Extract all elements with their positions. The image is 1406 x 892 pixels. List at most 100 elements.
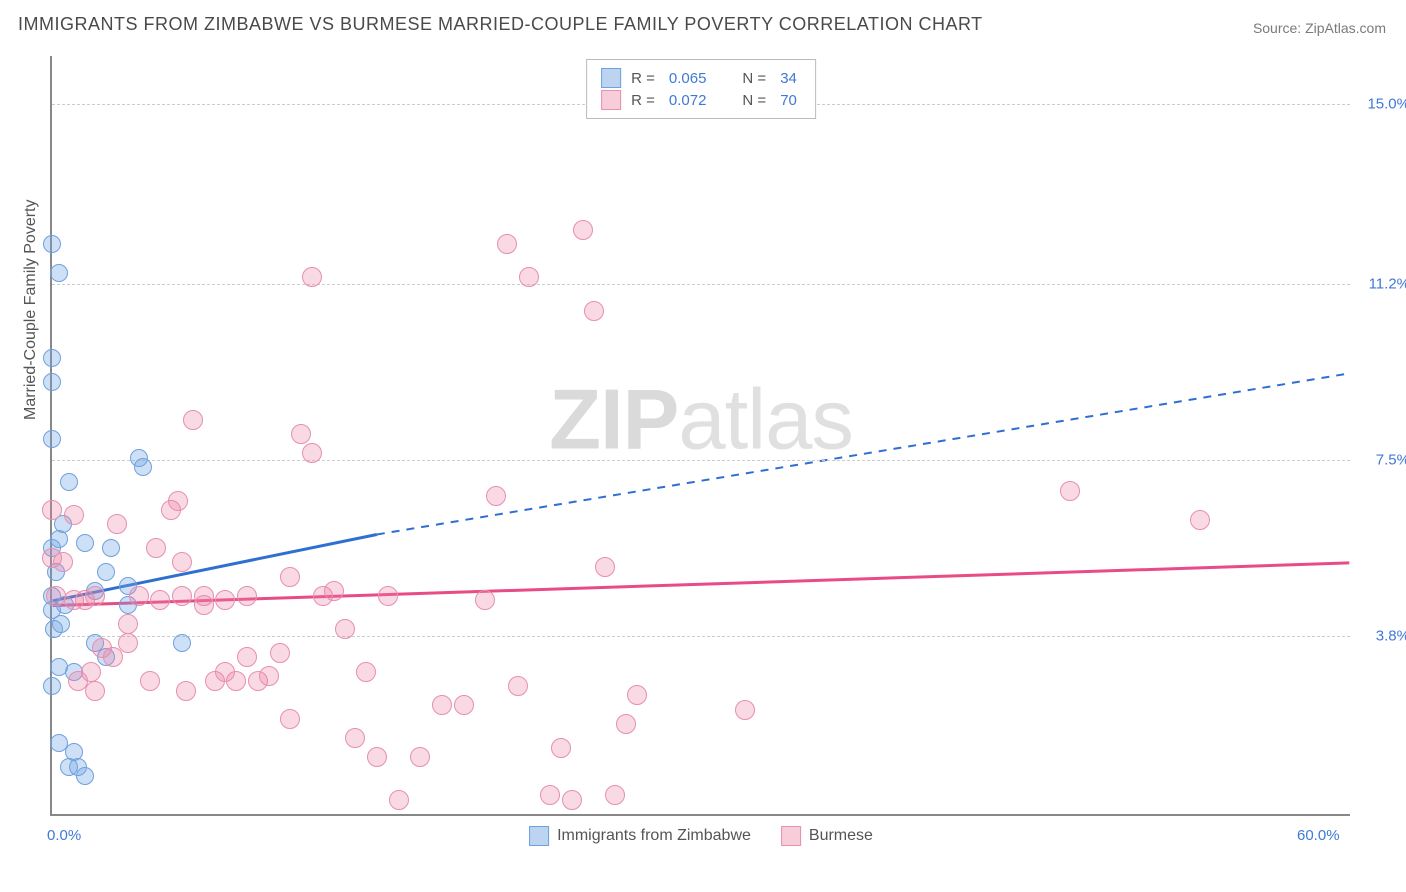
scatter-point — [43, 677, 61, 695]
r-label: R = — [631, 92, 655, 109]
scatter-point — [605, 785, 625, 805]
legend-row: R = 0.072 N = 70 — [601, 90, 801, 110]
n-label: N = — [742, 70, 766, 87]
scatter-point — [432, 695, 452, 715]
scatter-point — [42, 500, 62, 520]
n-value: 34 — [780, 70, 797, 87]
x-tick-label: 60.0% — [1297, 827, 1340, 844]
y-tick-label: 3.8% — [1355, 627, 1406, 644]
scatter-point — [1190, 510, 1210, 530]
scatter-point — [486, 486, 506, 506]
scatter-point — [345, 728, 365, 748]
scatter-point — [172, 586, 192, 606]
scatter-point — [97, 563, 115, 581]
scatter-point — [50, 264, 68, 282]
scatter-point — [43, 349, 61, 367]
r-value: 0.072 — [669, 92, 707, 109]
scatter-point — [378, 586, 398, 606]
legend-item: Burmese — [781, 826, 873, 846]
n-value: 70 — [780, 92, 797, 109]
scatter-point — [85, 586, 105, 606]
swatch-icon — [601, 90, 621, 110]
scatter-point — [168, 491, 188, 511]
watermark-bold: ZIP — [549, 372, 678, 467]
scatter-point — [237, 586, 257, 606]
scatter-point — [410, 747, 430, 767]
scatter-point — [389, 790, 409, 810]
scatter-point — [173, 634, 191, 652]
scatter-point — [497, 234, 517, 254]
scatter-point — [118, 614, 138, 634]
scatter-point — [595, 557, 615, 577]
chart-plot-area: ZIPatlas R = 0.065 N = 34 R = 0.072 N = … — [50, 56, 1350, 816]
scatter-point — [85, 681, 105, 701]
scatter-point — [76, 767, 94, 785]
r-label: R = — [631, 70, 655, 87]
gridline — [52, 460, 1350, 461]
y-tick-label: 15.0% — [1355, 95, 1406, 112]
scatter-point — [584, 301, 604, 321]
legend-item: Immigrants from Zimbabwe — [529, 826, 751, 846]
swatch-icon — [781, 826, 801, 846]
scatter-point — [356, 662, 376, 682]
scatter-point — [215, 590, 235, 610]
scatter-point — [43, 235, 61, 253]
scatter-point — [140, 671, 160, 691]
scatter-point — [291, 424, 311, 444]
scatter-point — [64, 505, 84, 525]
scatter-point — [215, 662, 235, 682]
scatter-point — [65, 743, 83, 761]
scatter-point — [259, 666, 279, 686]
scatter-point — [335, 619, 355, 639]
scatter-point — [103, 647, 123, 667]
scatter-point — [616, 714, 636, 734]
scatter-point — [627, 685, 647, 705]
scatter-point — [43, 430, 61, 448]
scatter-point — [324, 581, 344, 601]
scatter-point — [150, 590, 170, 610]
legend-row: R = 0.065 N = 34 — [601, 68, 801, 88]
scatter-point — [475, 590, 495, 610]
scatter-point — [540, 785, 560, 805]
scatter-point — [129, 586, 149, 606]
scatter-point — [118, 633, 138, 653]
n-label: N = — [742, 92, 766, 109]
scatter-point — [183, 410, 203, 430]
scatter-point — [1060, 481, 1080, 501]
scatter-point — [562, 790, 582, 810]
swatch-icon — [529, 826, 549, 846]
scatter-point — [50, 734, 68, 752]
scatter-point — [134, 458, 152, 476]
gridline — [52, 284, 1350, 285]
scatter-point — [60, 473, 78, 491]
scatter-point — [367, 747, 387, 767]
scatter-point — [302, 443, 322, 463]
scatter-point — [176, 681, 196, 701]
scatter-point — [237, 647, 257, 667]
scatter-point — [280, 567, 300, 587]
scatter-point — [508, 676, 528, 696]
scatter-point — [146, 538, 166, 558]
scatter-point — [735, 700, 755, 720]
r-value: 0.065 — [669, 70, 707, 87]
scatter-point — [573, 220, 593, 240]
yaxis-title: Married-Couple Family Poverty — [22, 199, 40, 420]
scatter-point — [519, 267, 539, 287]
scatter-point — [302, 267, 322, 287]
legend-label: Immigrants from Zimbabwe — [557, 827, 751, 845]
scatter-point — [53, 552, 73, 572]
source-label: Source: ZipAtlas.com — [1253, 20, 1386, 36]
scatter-point — [270, 643, 290, 663]
scatter-point — [107, 514, 127, 534]
chart-title: IMMIGRANTS FROM ZIMBABWE VS BURMESE MARR… — [18, 14, 983, 35]
scatter-point — [172, 552, 192, 572]
y-tick-label: 7.5% — [1355, 451, 1406, 468]
gridline — [52, 636, 1350, 637]
scatter-point — [102, 539, 120, 557]
swatch-icon — [601, 68, 621, 88]
scatter-point — [454, 695, 474, 715]
watermark-text: ZIPatlas — [549, 371, 853, 469]
watermark-rest: atlas — [678, 372, 853, 467]
legend-label: Burmese — [809, 827, 873, 845]
scatter-point — [76, 534, 94, 552]
